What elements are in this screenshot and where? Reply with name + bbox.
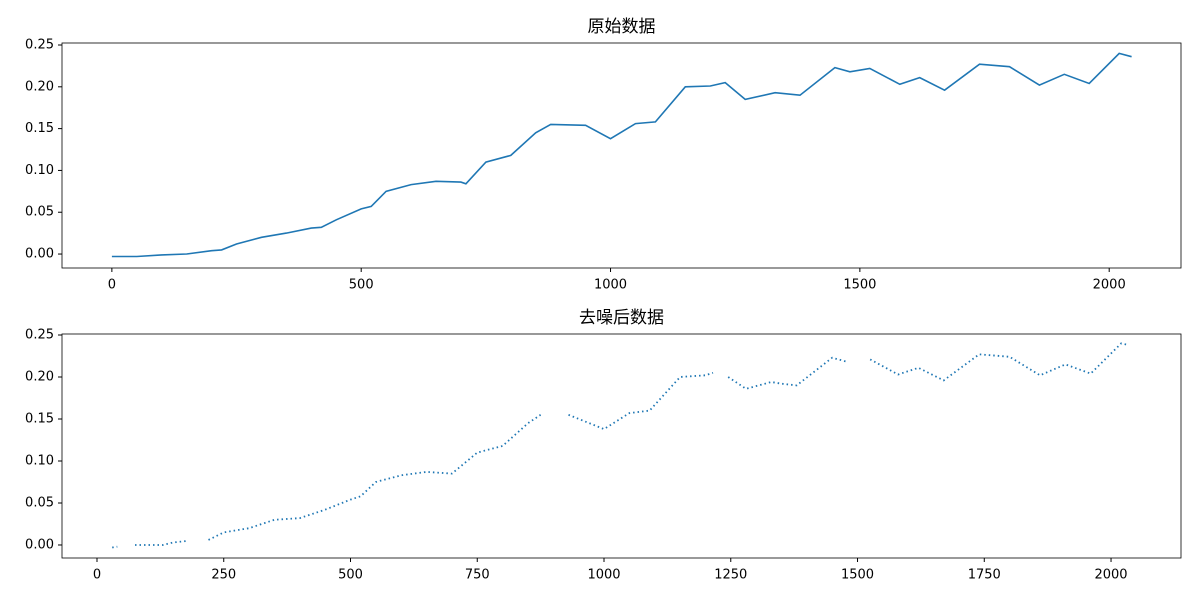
- data-line: [111, 52, 1132, 258]
- axes-frame: [61, 42, 1182, 269]
- y-tick-label: 0.05: [25, 205, 54, 220]
- x-tick-label: 0: [93, 568, 101, 583]
- y-tick-label: 0.20: [25, 370, 54, 385]
- y-tick-label: 0.15: [25, 121, 54, 136]
- y-tick-label: 0.25: [25, 328, 54, 343]
- data-line: [112, 342, 1129, 549]
- x-tick-label: 500: [349, 278, 374, 293]
- x-tick-label: 1500: [841, 568, 874, 583]
- y-tick-label: 0.05: [25, 495, 54, 510]
- y-tick-label: 0.00: [25, 247, 54, 262]
- x-tick-label: 500: [338, 568, 363, 583]
- y-tick-label: 0.20: [25, 79, 54, 94]
- y-tick-label: 0.00: [25, 537, 54, 552]
- x-tick-label: 250: [211, 568, 236, 583]
- x-tick-label: 2000: [1094, 568, 1127, 583]
- chart-title: 原始数据: [588, 17, 656, 37]
- y-tick-label: 0.15: [25, 411, 54, 426]
- x-tick-label: 1000: [587, 568, 620, 583]
- x-tick-label: 1000: [594, 278, 627, 293]
- y-tick-label: 0.25: [25, 38, 54, 53]
- y-tick-label: 0.10: [25, 453, 54, 468]
- x-tick-label: 1500: [843, 278, 876, 293]
- x-tick-label: 1250: [714, 568, 747, 583]
- x-tick-label: 750: [465, 568, 490, 583]
- chart-title: 去噪后数据: [579, 308, 664, 328]
- x-tick-label: 2000: [1093, 278, 1126, 293]
- x-tick-label: 1750: [968, 568, 1001, 583]
- x-tick-label: 0: [108, 278, 116, 293]
- y-tick-label: 0.10: [25, 163, 54, 178]
- axes-frame: [61, 333, 1182, 559]
